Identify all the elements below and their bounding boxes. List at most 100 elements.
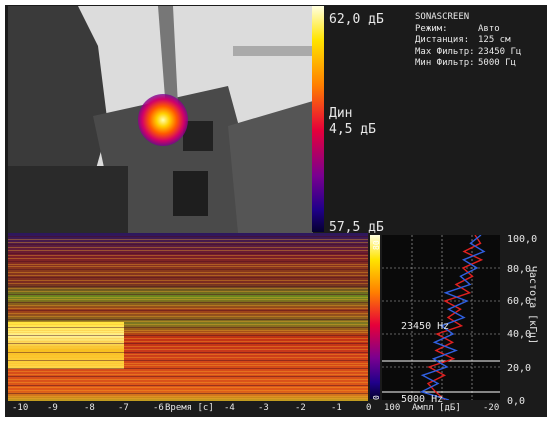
y-tick: 60,0 bbox=[507, 296, 532, 307]
info-value: 23450 Гц bbox=[478, 46, 522, 57]
x-axis-label: Время [с] bbox=[165, 403, 214, 413]
spectrogram-band bbox=[8, 384, 368, 386]
spectrogram-colorbar bbox=[370, 235, 380, 399]
spectrogram-band bbox=[8, 293, 368, 295]
spectrum-svg bbox=[382, 234, 500, 401]
x-tick: -2 bbox=[295, 403, 306, 413]
spectrogram-band bbox=[8, 332, 368, 334]
colorbar-min-label: 57,5 дБ bbox=[329, 220, 384, 235]
spectrogram-band bbox=[8, 291, 368, 292]
spectrogram-band bbox=[8, 365, 368, 367]
spectrogram-band bbox=[8, 362, 368, 364]
info-panel: SONASCREEN Режим: Авто Дистанция: 125 см M… bbox=[415, 12, 521, 70]
spectrogram-band bbox=[8, 370, 368, 372]
spectrogram-band bbox=[8, 313, 368, 314]
info-row-mode: Режим: Авто bbox=[415, 24, 521, 36]
y-tick: 0,0 bbox=[507, 396, 526, 407]
spectrogram-band bbox=[8, 266, 368, 268]
spectrogram-band bbox=[8, 302, 368, 303]
spectrogram-band bbox=[8, 269, 368, 270]
colorbar-dynamic-value: 4,5 дБ bbox=[329, 122, 376, 137]
x-tick: -6 bbox=[153, 403, 164, 413]
info-key: Мин Фильтр: bbox=[415, 58, 475, 68]
colorbar-max-label: 62,0 дБ bbox=[329, 12, 384, 27]
y-tick: 20,0 bbox=[507, 363, 532, 374]
spectrum-grid bbox=[382, 235, 500, 400]
spectrogram-band bbox=[8, 315, 368, 317]
spectrogram-band bbox=[8, 398, 368, 400]
spectrogram-band bbox=[8, 390, 368, 391]
spectrogram-band bbox=[8, 274, 368, 276]
colorbar-dynamic-label: Дин bbox=[329, 106, 353, 121]
spectrogram-band bbox=[8, 304, 368, 306]
info-key: Max Фильтр: bbox=[415, 46, 475, 57]
spectrogram-band bbox=[8, 387, 368, 389]
spectrogram-band bbox=[8, 282, 368, 284]
y-axis-label: Частота [кГц] bbox=[527, 266, 538, 345]
x-tick: 0 bbox=[366, 403, 372, 413]
spectrum-trace-blue bbox=[419, 234, 486, 401]
spectrogram-band bbox=[8, 310, 368, 312]
spectrogram-band bbox=[8, 285, 368, 287]
y-tick: 40,0 bbox=[507, 329, 532, 340]
spectrogram-band bbox=[8, 258, 368, 259]
x-tick: -10 bbox=[12, 403, 29, 413]
spectrogram-band bbox=[8, 277, 368, 279]
spectrogram-band bbox=[8, 255, 368, 257]
spectrogram-band bbox=[8, 335, 368, 336]
spectrogram-band bbox=[8, 318, 368, 320]
info-row-max-filter: Max Фильтр: 23450 Гц bbox=[415, 47, 521, 59]
spectrogram-band bbox=[8, 357, 368, 358]
spectrogram-band bbox=[8, 280, 368, 281]
info-title: SONASCREEN bbox=[415, 12, 470, 22]
info-key: Режим: bbox=[415, 23, 448, 34]
y-tick: 100,0 bbox=[507, 234, 538, 245]
spectrogram-band bbox=[8, 376, 368, 378]
dynamic-range-colorbar bbox=[312, 6, 324, 232]
spectrum-trace-red bbox=[426, 234, 484, 401]
spectrogram-band bbox=[8, 395, 368, 397]
spectrogram-band bbox=[8, 368, 368, 369]
min-filter-label: 5000 Hz bbox=[401, 394, 444, 405]
info-row-distance: Дистанция: 125 см bbox=[415, 35, 521, 47]
spectrogram-band bbox=[8, 373, 368, 375]
spectrogram bbox=[8, 233, 368, 401]
spectrogram-band bbox=[8, 271, 368, 273]
max-filter-label: 23450 Hz bbox=[401, 321, 450, 332]
spectrogram-colorbar-top: 80 bbox=[372, 240, 381, 250]
spectrogram-band bbox=[8, 324, 368, 325]
spectrogram-band bbox=[8, 252, 368, 254]
spectrogram-band bbox=[8, 346, 368, 347]
spectrogram-band bbox=[8, 241, 368, 243]
x-tick: -7 bbox=[118, 403, 129, 413]
spectrogram-band bbox=[8, 247, 368, 248]
spectrogram-band bbox=[8, 337, 368, 339]
spectrogram-band bbox=[8, 299, 368, 301]
spectrum-x-tick: 100 bbox=[384, 403, 401, 413]
spectrogram-highlight-region bbox=[8, 322, 124, 369]
info-value: Авто bbox=[478, 23, 500, 34]
x-tick: -8 bbox=[84, 403, 95, 413]
spectrogram-band bbox=[8, 379, 368, 380]
spectrogram-band bbox=[8, 244, 368, 246]
spectrogram-band bbox=[8, 392, 368, 394]
info-row-min-filter: Мин Фильтр: 5000 Гц bbox=[415, 58, 521, 70]
spectrum-plot bbox=[382, 234, 500, 401]
spectrogram-band bbox=[8, 354, 368, 356]
spectrogram-band bbox=[8, 348, 368, 350]
spectrogram-band bbox=[8, 321, 368, 323]
sound-source-hotspot bbox=[138, 94, 188, 146]
spectrogram-band bbox=[8, 296, 368, 298]
spectrogram-band bbox=[8, 238, 368, 240]
spectrogram-band bbox=[8, 260, 368, 262]
x-tick: -3 bbox=[258, 403, 269, 413]
info-key: Дистанция: bbox=[415, 35, 470, 45]
spectrogram-band bbox=[8, 381, 368, 383]
spectrogram-colorbar-bottom: 0 bbox=[372, 395, 381, 400]
spectrogram-band bbox=[8, 343, 368, 345]
info-value: 125 см bbox=[478, 35, 511, 45]
spectrogram-band bbox=[8, 249, 368, 251]
spectrogram-band bbox=[8, 263, 368, 265]
spectrogram-band bbox=[8, 326, 368, 328]
y-tick: 80,0 bbox=[507, 264, 532, 275]
